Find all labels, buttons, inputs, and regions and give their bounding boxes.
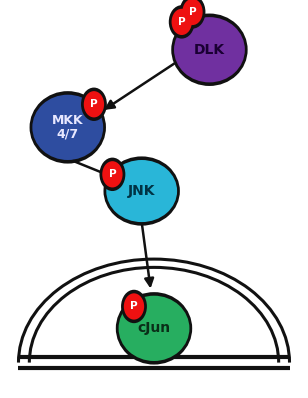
- Ellipse shape: [116, 292, 192, 365]
- Text: JNK: JNK: [128, 184, 156, 198]
- Ellipse shape: [30, 91, 106, 164]
- Text: P: P: [178, 17, 185, 27]
- Text: MKK
4/7: MKK 4/7: [52, 114, 83, 141]
- Circle shape: [172, 9, 192, 35]
- Circle shape: [121, 290, 147, 323]
- Text: P: P: [109, 169, 116, 179]
- Ellipse shape: [171, 14, 248, 86]
- Circle shape: [81, 88, 107, 121]
- Circle shape: [124, 293, 144, 320]
- Ellipse shape: [106, 160, 177, 222]
- Ellipse shape: [103, 156, 180, 226]
- Text: P: P: [90, 99, 98, 109]
- Ellipse shape: [174, 17, 245, 82]
- Ellipse shape: [119, 296, 189, 361]
- Circle shape: [182, 0, 203, 25]
- Circle shape: [84, 91, 104, 117]
- Circle shape: [169, 5, 195, 39]
- Circle shape: [99, 158, 125, 191]
- Text: P: P: [189, 7, 196, 17]
- Text: P: P: [130, 301, 138, 312]
- Ellipse shape: [32, 95, 103, 160]
- Circle shape: [102, 161, 123, 187]
- Circle shape: [180, 0, 205, 29]
- Text: cJun: cJun: [137, 321, 171, 336]
- Text: DLK: DLK: [194, 43, 225, 57]
